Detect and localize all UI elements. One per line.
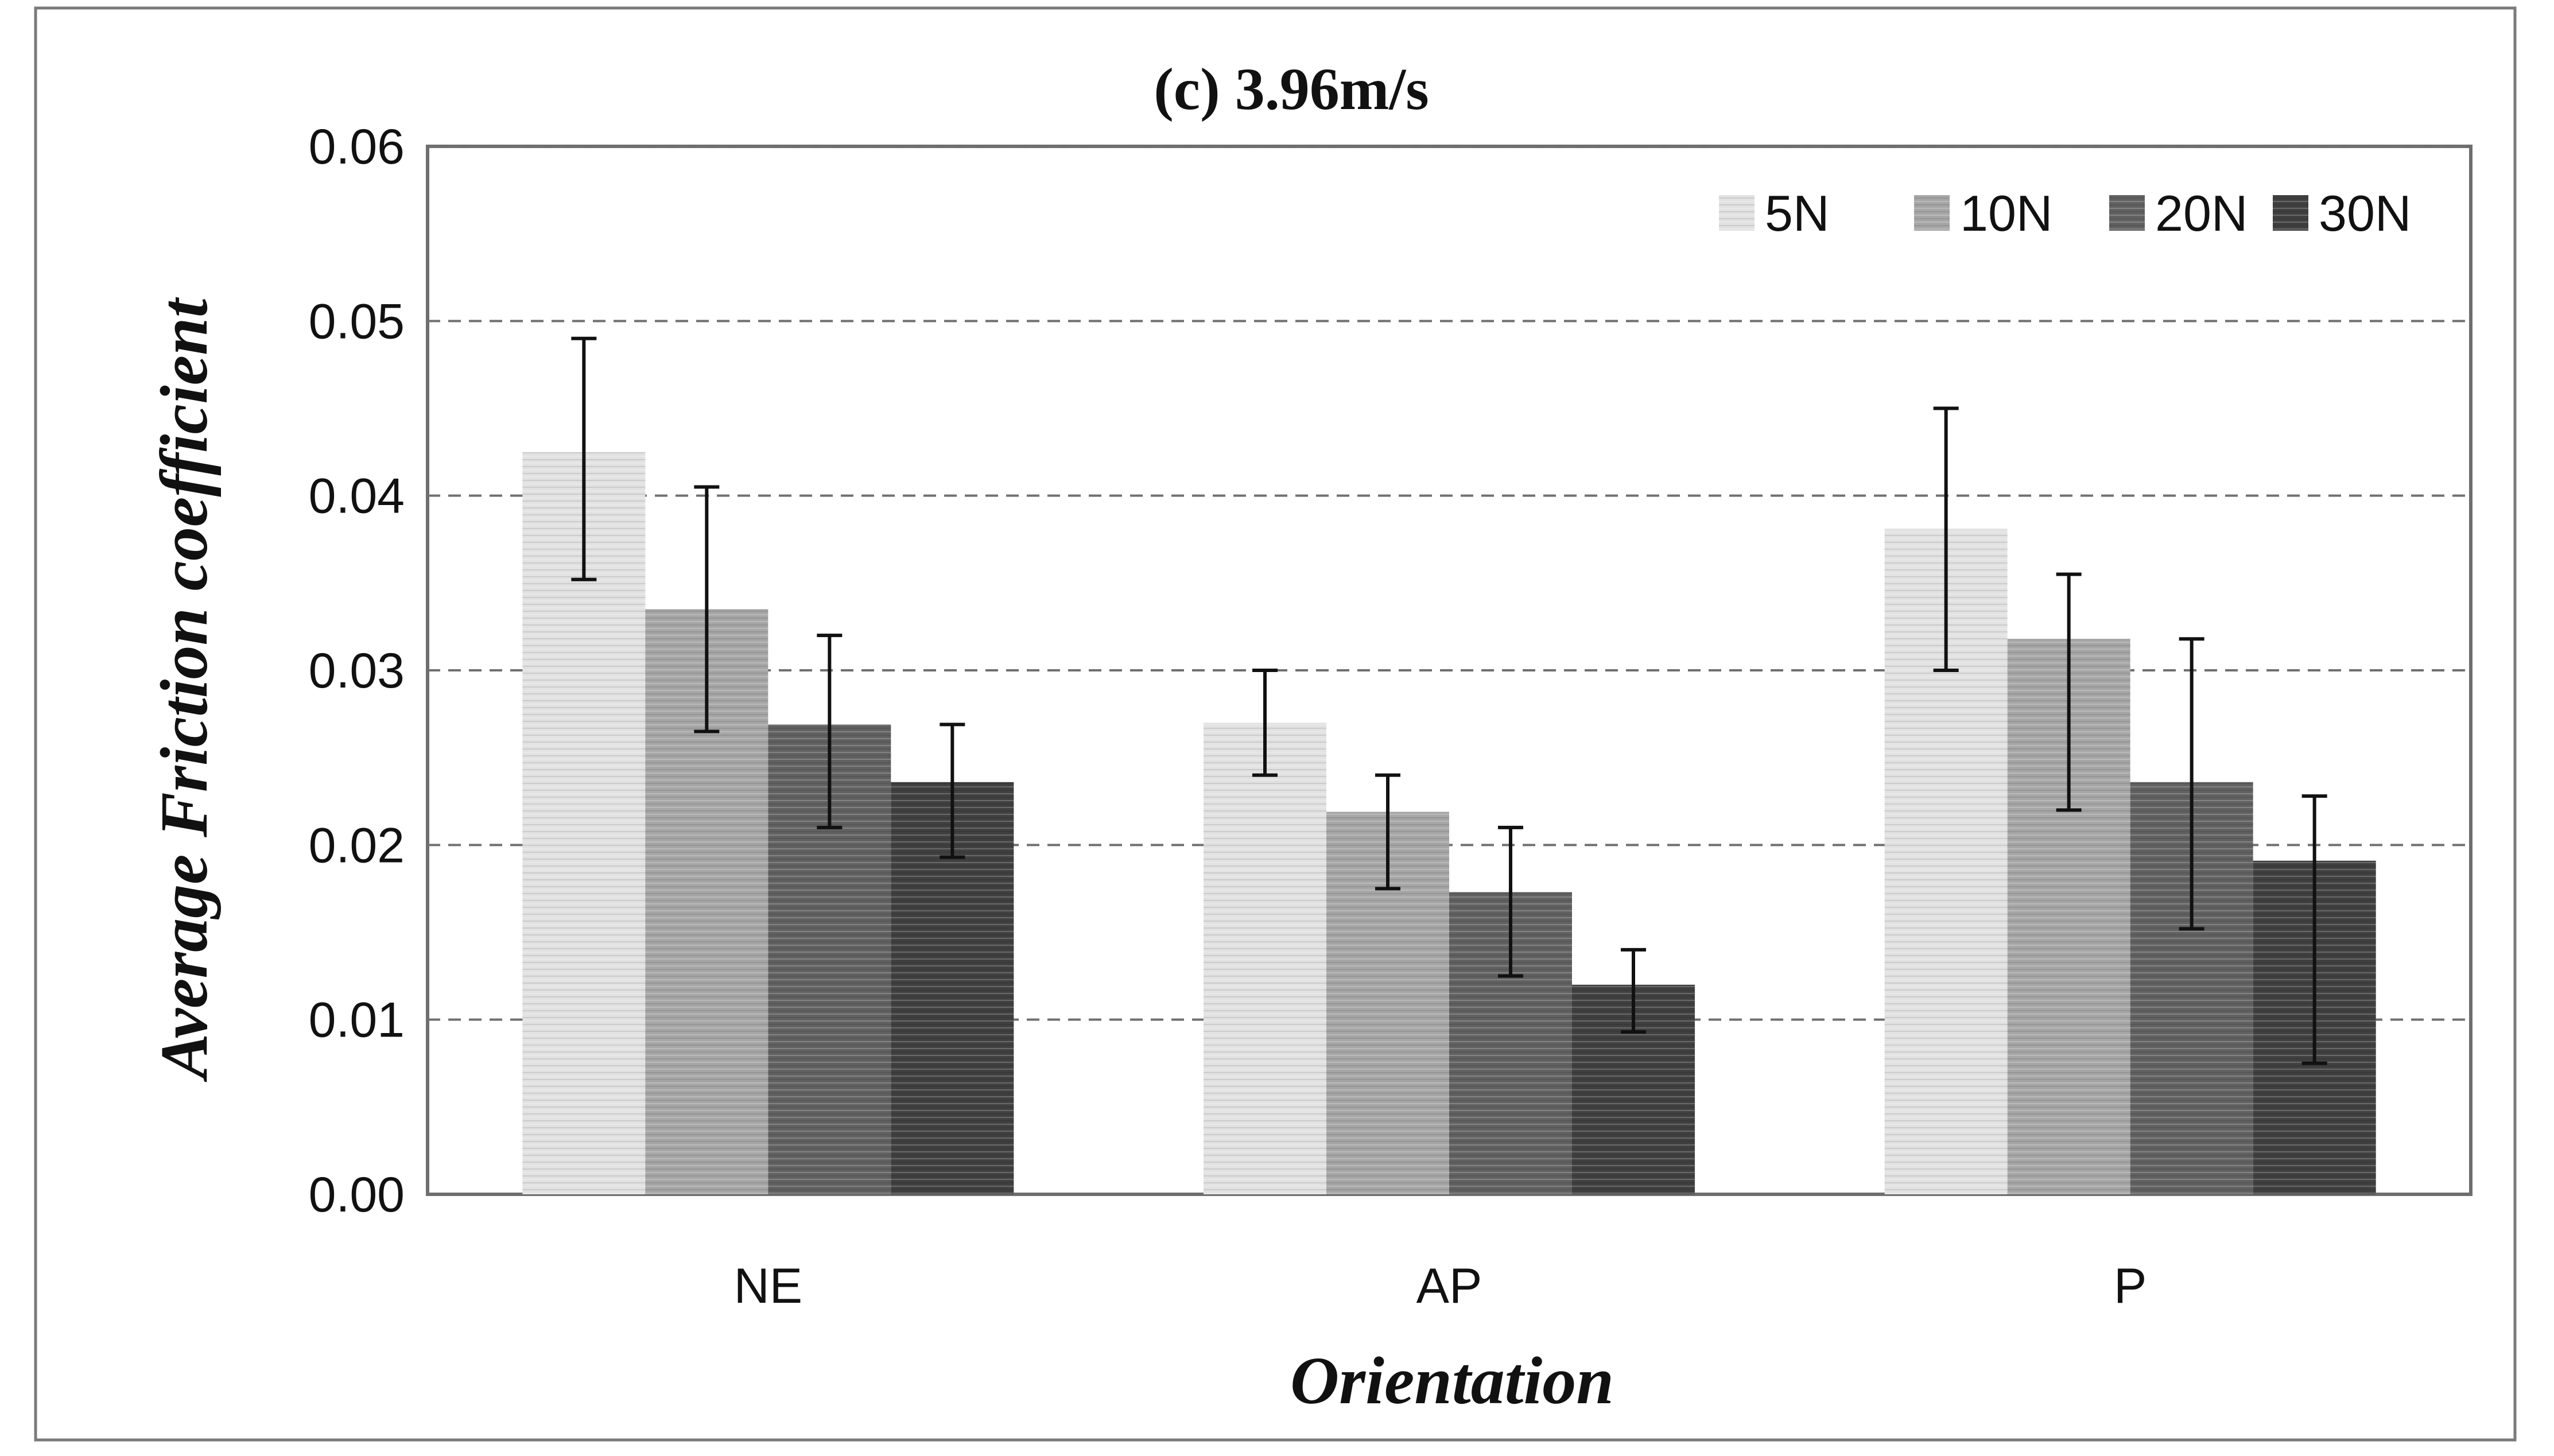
legend: 5N 10N 20N 30N <box>1719 185 2411 242</box>
chart-title: (c) 3.96m/s <box>1154 56 1429 122</box>
error-bars <box>571 336 2327 1065</box>
y-tick-label: 0.03 <box>309 643 405 698</box>
x-axis-ticks: NE AP P <box>734 1259 2147 1314</box>
error-bar <box>2056 572 2082 812</box>
legend-swatch-hatch <box>2109 195 2145 231</box>
legend-swatch-hatch <box>1719 195 1755 231</box>
y-axis-title: Average Friction coefficient <box>146 297 222 1082</box>
error-bar <box>940 723 965 859</box>
error-bar <box>1252 669 1278 777</box>
y-tick-label: 0.01 <box>309 993 405 1048</box>
error-bar <box>1498 825 1523 978</box>
legend-swatch-hatch <box>2273 195 2308 231</box>
error-bar <box>2179 637 2204 931</box>
x-tick-label: NE <box>734 1259 802 1314</box>
error-bar <box>1621 948 1646 1034</box>
y-tick-label: 0.05 <box>309 294 405 349</box>
bar-hatch <box>1204 723 1326 1194</box>
error-bar <box>817 634 843 829</box>
legend-swatch-hatch <box>1914 195 1950 231</box>
x-tick-label: AP <box>1416 1259 1482 1314</box>
x-axis-title: Orientation <box>1290 1343 1614 1418</box>
legend-label: 20N <box>2155 185 2248 242</box>
x-tick-label: P <box>2114 1259 2147 1314</box>
y-axis-ticks: 0.00 0.01 0.02 0.03 0.04 0.05 0.06 <box>309 119 405 1222</box>
legend-label: 30N <box>2319 185 2411 242</box>
error-bar <box>1375 773 1400 891</box>
y-tick-label: 0.06 <box>309 119 405 174</box>
error-bar <box>2301 794 2327 1065</box>
legend-label: 10N <box>1960 185 2052 242</box>
error-bar <box>694 485 720 733</box>
error-bar <box>571 336 597 581</box>
y-tick-label: 0.02 <box>309 818 405 873</box>
y-tick-label: 0.00 <box>309 1167 405 1222</box>
y-tick-label: 0.04 <box>309 469 405 524</box>
error-bar <box>1933 406 1959 672</box>
legend-label: 5N <box>1765 185 1830 242</box>
